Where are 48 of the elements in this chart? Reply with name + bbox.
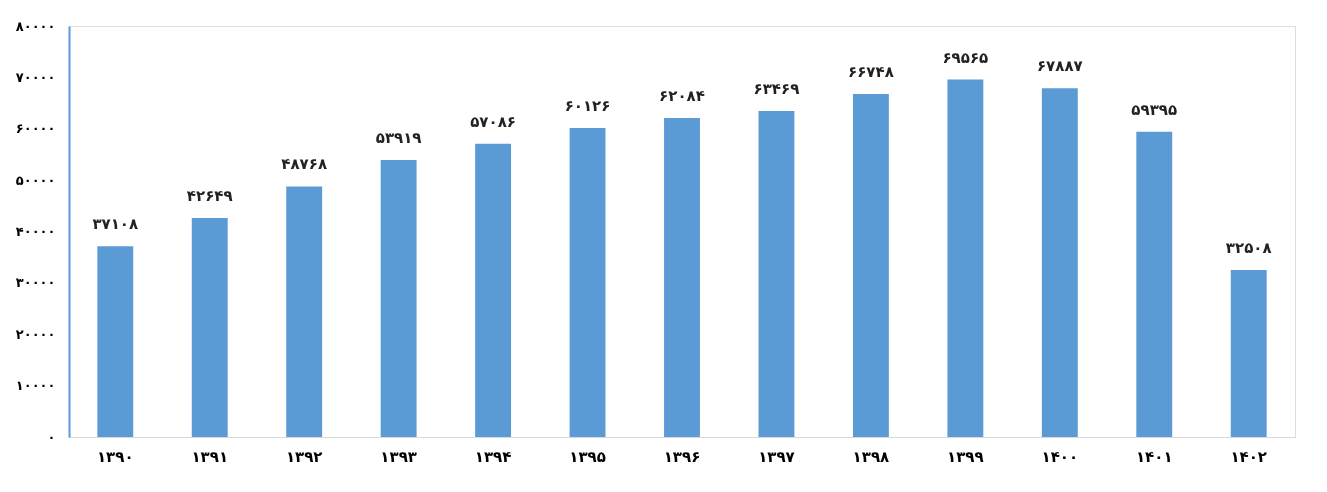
- x-tick-label: ۱۴۰۲: [1230, 447, 1268, 466]
- y-tick-label: ۸۰۰۰۰: [15, 18, 56, 34]
- x-tick-label: ۱۳۹۰: [96, 447, 134, 466]
- x-tick-label: ۱۳۹۵: [569, 447, 606, 466]
- bar: [97, 246, 134, 437]
- data-label: ۳۷۱۰۸: [92, 215, 139, 234]
- y-tick-label: ۶۰۰۰۰: [15, 121, 56, 137]
- bar: [191, 217, 228, 437]
- x-tick-label: ۱۳۹۱: [191, 447, 229, 466]
- bar: [1230, 269, 1267, 437]
- data-label: ۵۷۰۸۶: [470, 112, 516, 131]
- y-tick-label: ۱۰۰۰۰: [15, 378, 56, 394]
- bar: [664, 118, 700, 437]
- bar: [1041, 88, 1078, 437]
- data-label: ۵۹۳۹۵: [1131, 100, 1178, 119]
- x-tick-label: ۱۴۰۰: [1041, 447, 1079, 466]
- x-tick-label: ۱۳۹۸: [852, 447, 890, 466]
- x-tick-label: ۱۳۹۹: [947, 447, 984, 466]
- data-label: ۴۸۷۶۸: [281, 155, 328, 174]
- x-tick-label: ۱۳۹۶: [663, 447, 701, 466]
- x-tick-label: ۱۳۹۷: [758, 447, 795, 466]
- bar: [475, 143, 512, 437]
- y-tick-label: ۲۰۰۰۰: [15, 326, 56, 342]
- x-tick-label: ۱۳۹۳: [380, 447, 417, 466]
- y-tick-label: ۰: [47, 429, 56, 445]
- y-tick-label: ۴۰۰۰۰: [15, 224, 56, 239]
- data-label: ۶۶۷۴۸: [848, 63, 894, 82]
- data-label: ۳۲۵۰۸: [1225, 238, 1272, 257]
- bar: [380, 159, 417, 437]
- data-label: ۶۳۴۶۹: [753, 79, 800, 98]
- data-label: ۶۹۵۶۵: [942, 48, 989, 67]
- y-tick-label: ۳۰۰۰۰: [15, 275, 56, 291]
- y-tick-label: ۷۰۰۰۰: [15, 69, 56, 85]
- data-label: ۶۲۰۸۴: [659, 87, 705, 106]
- data-label: ۵۳۹۱۹: [375, 128, 422, 147]
- bar: [569, 128, 606, 437]
- data-label: ۶۰۱۲۶: [564, 97, 611, 116]
- data-label: ۶۷۸۸۷: [1036, 57, 1083, 76]
- y-tick-label: ۵۰۰۰۰: [15, 172, 56, 188]
- x-tick-label: ۱۳۹۴: [474, 447, 512, 466]
- bar: [758, 110, 795, 437]
- bar: [286, 186, 323, 437]
- bar: [852, 94, 889, 437]
- data-label: ۴۲۶۴۹: [186, 186, 233, 205]
- bar: [947, 79, 984, 437]
- x-tick-label: ۱۳۹۲: [285, 447, 323, 466]
- x-tick-label: ۱۴۰۱: [1135, 447, 1173, 466]
- bar: [1136, 131, 1173, 437]
